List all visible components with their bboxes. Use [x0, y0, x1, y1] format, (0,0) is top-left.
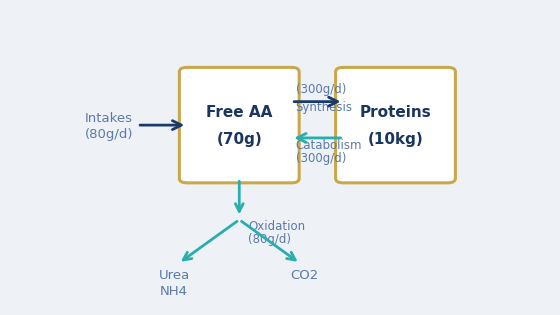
Text: CO2: CO2	[290, 269, 319, 283]
FancyBboxPatch shape	[335, 67, 455, 183]
Text: Synthesis: Synthesis	[296, 101, 353, 114]
Text: Proteins: Proteins	[360, 106, 431, 121]
Text: Free AA: Free AA	[206, 106, 273, 121]
Text: Urea
NH4: Urea NH4	[158, 269, 190, 298]
Text: Oxidation: Oxidation	[248, 220, 305, 233]
Text: (80g/d): (80g/d)	[85, 128, 133, 140]
FancyBboxPatch shape	[179, 67, 299, 183]
Text: (70g): (70g)	[216, 132, 262, 147]
Text: (80g/d): (80g/d)	[248, 233, 291, 246]
Text: (300g/d): (300g/d)	[296, 83, 346, 95]
Text: Intakes: Intakes	[85, 112, 133, 125]
Text: (10kg): (10kg)	[367, 132, 423, 147]
Text: (300g/d): (300g/d)	[296, 152, 346, 165]
Text: Catabolism: Catabolism	[296, 139, 362, 152]
